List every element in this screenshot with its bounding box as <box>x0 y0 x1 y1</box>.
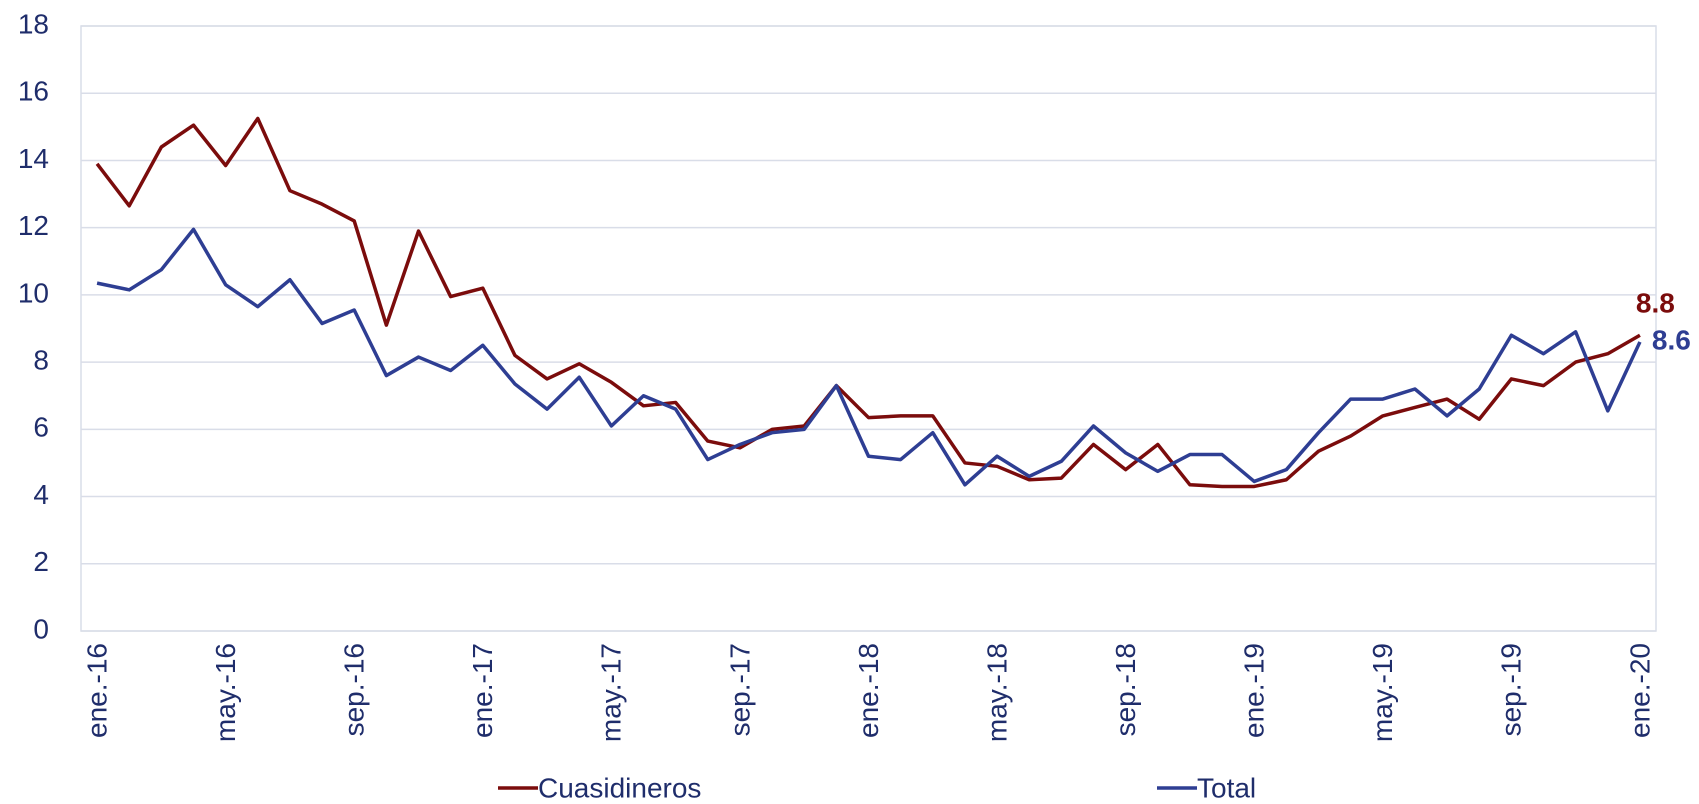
legend-label: Total <box>1197 772 1256 803</box>
x-tick-label: ene.-18 <box>853 643 884 738</box>
x-tick-label: may.-16 <box>210 643 241 742</box>
x-tick-label: sep.-16 <box>339 643 370 736</box>
x-tick-label: may.-17 <box>596 643 627 742</box>
x-tick-label: may.-18 <box>981 643 1012 742</box>
y-tick-label: 0 <box>33 613 49 644</box>
x-tick-label: sep.-19 <box>1496 643 1527 736</box>
x-tick-label: ene.-20 <box>1624 643 1655 738</box>
y-tick-label: 4 <box>33 479 49 510</box>
y-tick-label: 18 <box>18 8 49 39</box>
line-series <box>95 116 1641 489</box>
data-label: 8.6 <box>1652 324 1691 355</box>
y-tick-label: 16 <box>18 76 49 107</box>
y-tick-label: 6 <box>33 412 49 443</box>
x-tick-label: sep.-18 <box>1110 643 1141 736</box>
y-tick-label: 8 <box>33 345 49 376</box>
line-series <box>96 227 1642 487</box>
legend-label: Cuasidineros <box>538 772 701 803</box>
x-tick-label: may.-19 <box>1367 643 1398 742</box>
y-tick-label: 2 <box>33 546 49 577</box>
y-tick-label: 12 <box>18 210 49 241</box>
x-tick-label: ene.-17 <box>467 643 498 738</box>
x-tick-label: ene.-19 <box>1239 643 1270 738</box>
x-tick-label: sep.-17 <box>724 643 755 736</box>
plot-frame <box>80 25 1657 632</box>
y-tick-label: 10 <box>18 277 49 308</box>
data-label: 8.8 <box>1636 288 1675 319</box>
x-tick-label: ene.-16 <box>81 643 112 738</box>
y-tick-label: 14 <box>18 143 49 174</box>
